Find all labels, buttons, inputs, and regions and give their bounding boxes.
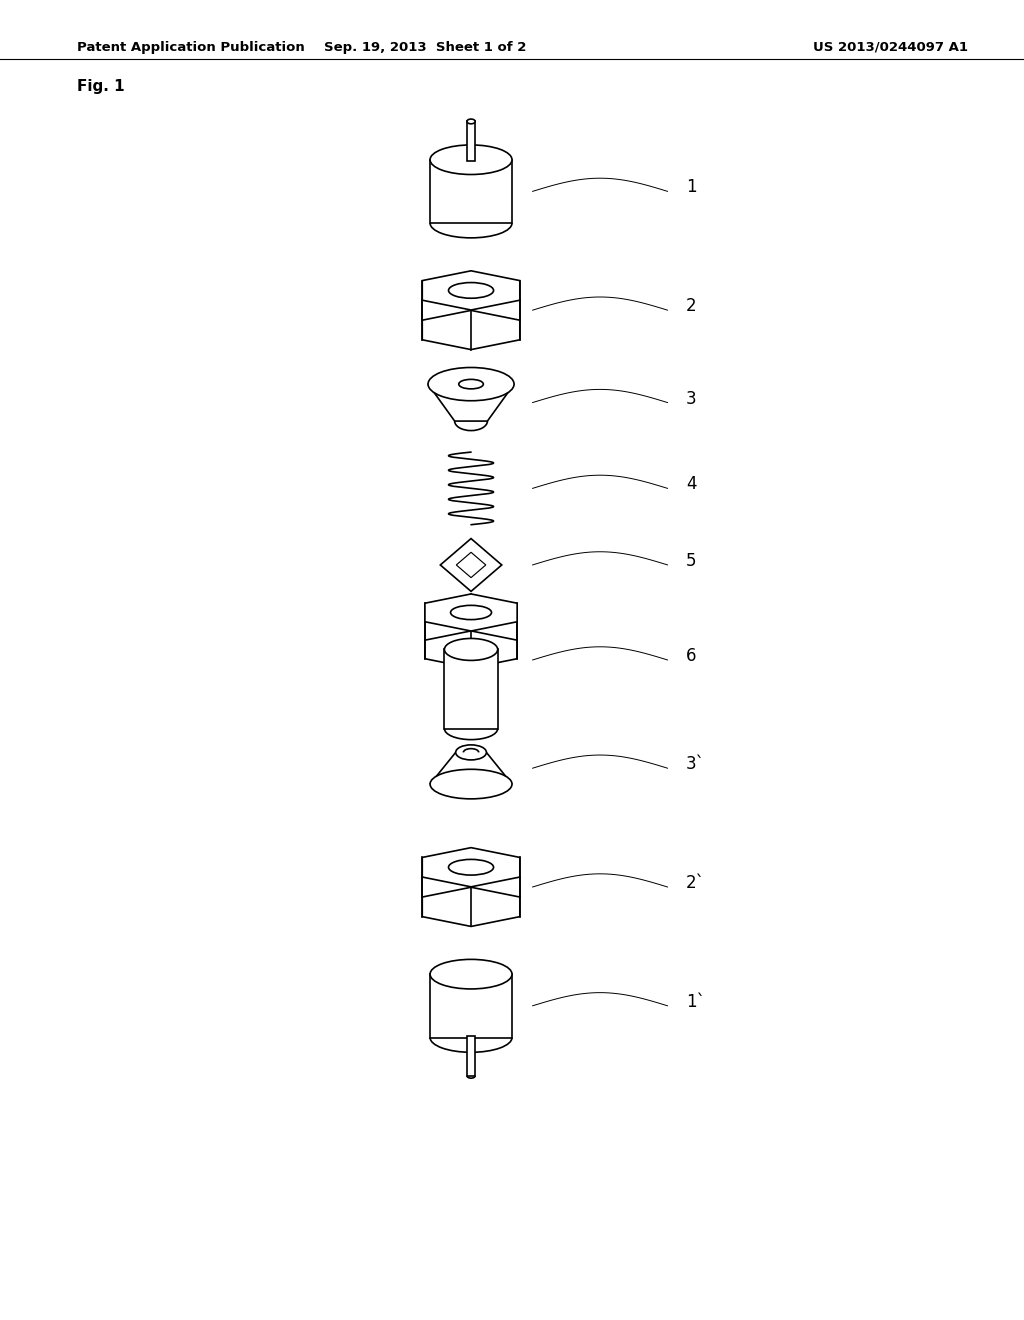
Text: 5: 5 <box>686 552 696 570</box>
Polygon shape <box>430 752 512 784</box>
Polygon shape <box>457 552 485 578</box>
Polygon shape <box>425 631 517 668</box>
Polygon shape <box>422 271 520 310</box>
Ellipse shape <box>430 960 512 989</box>
Ellipse shape <box>456 744 486 760</box>
Ellipse shape <box>430 145 512 174</box>
Ellipse shape <box>449 282 494 298</box>
Ellipse shape <box>451 606 492 619</box>
Ellipse shape <box>428 367 514 401</box>
Ellipse shape <box>430 770 512 799</box>
Ellipse shape <box>459 379 483 389</box>
Ellipse shape <box>449 859 494 875</box>
Text: 6: 6 <box>686 647 696 665</box>
Bar <box>430 974 512 1038</box>
Text: 2`: 2` <box>686 874 706 892</box>
Text: Patent Application Publication: Patent Application Publication <box>77 41 304 54</box>
Text: 3: 3 <box>686 389 696 408</box>
Text: Fig. 1: Fig. 1 <box>77 79 125 94</box>
Bar <box>444 649 498 729</box>
Text: 1`: 1` <box>686 993 706 1011</box>
Ellipse shape <box>444 639 498 660</box>
Text: 1: 1 <box>686 178 696 197</box>
Text: 2: 2 <box>686 297 696 315</box>
Bar <box>467 121 475 161</box>
Text: US 2013/0244097 A1: US 2013/0244097 A1 <box>813 41 969 54</box>
Polygon shape <box>422 887 520 927</box>
Text: Sep. 19, 2013  Sheet 1 of 2: Sep. 19, 2013 Sheet 1 of 2 <box>324 41 526 54</box>
Text: 3`: 3` <box>686 755 706 774</box>
Polygon shape <box>422 847 520 887</box>
Polygon shape <box>422 310 520 350</box>
Bar <box>467 1036 475 1076</box>
Text: 4: 4 <box>686 475 696 494</box>
Polygon shape <box>440 539 502 591</box>
Polygon shape <box>425 594 517 631</box>
Ellipse shape <box>467 119 475 124</box>
Bar <box>430 160 512 223</box>
Polygon shape <box>428 384 514 421</box>
